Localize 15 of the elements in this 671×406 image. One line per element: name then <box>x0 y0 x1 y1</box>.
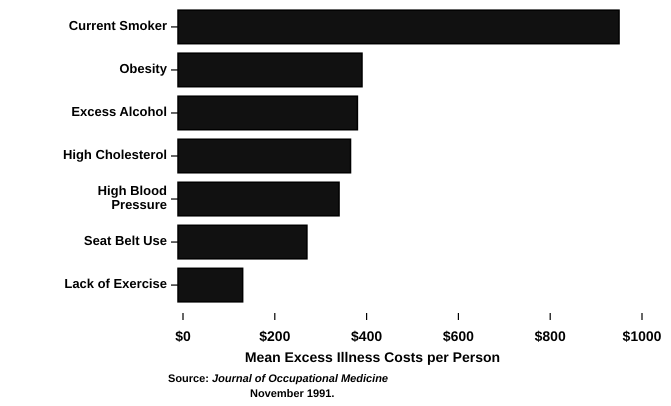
x-tick-label: $400 <box>351 328 382 344</box>
y-tick-label: Obesity <box>119 61 168 76</box>
y-tick-label: High Cholesterol <box>62 147 167 162</box>
x-tick-label: $600 <box>442 328 474 344</box>
y-tick-label: Excess Alcohol <box>71 104 167 120</box>
y-tick-label: Lack of Exercise <box>64 276 167 292</box>
x-tick-label: $200 <box>259 328 291 344</box>
x-tick-label: $1000 <box>622 328 662 344</box>
y-tick-label: Seat Belt Use <box>84 233 167 248</box>
y-tick-label: Current Smoker <box>68 18 167 34</box>
x-axis-title: Mean Excess Illness Costs per Person <box>244 349 500 365</box>
x-tick-label: $0 <box>175 328 191 344</box>
source-note: Source: Journal of Occupational Medicine November 1991. <box>168 373 388 400</box>
y-tick-label: High Blood Pressure <box>98 183 168 212</box>
x-tick-label: $800 <box>534 328 566 344</box>
